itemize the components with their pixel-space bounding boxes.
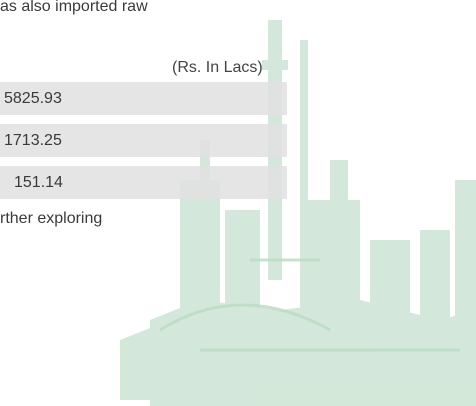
table-cell: 151.14 xyxy=(0,174,63,191)
table-row: 151.14 xyxy=(0,166,287,199)
table-cell: 5825.93 xyxy=(0,90,62,107)
table-row: 1713.25 xyxy=(0,124,287,157)
table-unit: (Rs. In Lacs) xyxy=(172,59,263,77)
page: as also imported raw (Rs. In Lacs) 5825.… xyxy=(0,0,476,406)
table-cell: 1713.25 xyxy=(0,132,62,149)
paragraph: as also imported raw xyxy=(0,0,148,16)
paragraph: rther exploring xyxy=(0,210,102,228)
table-row: 5825.93 xyxy=(0,82,287,115)
